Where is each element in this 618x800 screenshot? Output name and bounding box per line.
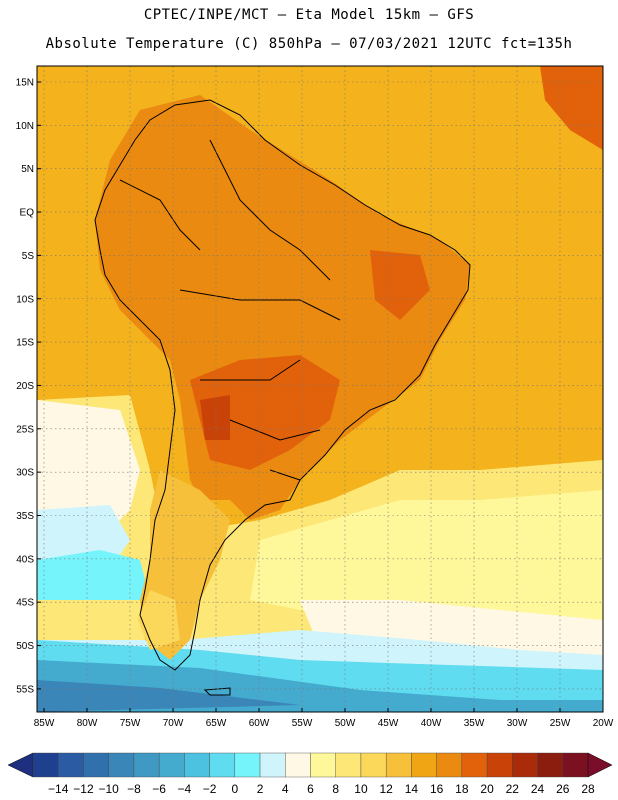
lat-label: 35S	[16, 511, 34, 522]
colorbar-swatch	[209, 752, 236, 778]
colorbar-swatch	[411, 752, 437, 778]
colorbar-label: −2	[203, 782, 217, 796]
colorbar-label: −4	[178, 782, 192, 796]
colorbar-swatch	[335, 752, 362, 778]
colorbar-swatch	[58, 752, 84, 778]
colorbar-label: −14	[48, 782, 69, 796]
lon-label: 75W	[120, 718, 141, 729]
lat-label: 5N	[21, 164, 34, 175]
lon-label: 35W	[464, 718, 485, 729]
lat-label: 20S	[16, 381, 34, 392]
chart-title-line1: CPTEC/INPE/MCT – Eta Model 15km – GFS	[143, 7, 475, 23]
colorbar-label: 10	[354, 782, 368, 796]
colorbar-label: 20	[480, 782, 494, 796]
colorbar-label: 22	[506, 782, 520, 796]
colorbar-swatch	[259, 752, 286, 778]
colorbar-swatch	[461, 752, 488, 778]
lon-label: 25W	[550, 718, 571, 729]
colorbar-label: 16	[430, 782, 444, 796]
colorbar-swatch	[133, 752, 160, 778]
lat-label: 5S	[22, 251, 35, 262]
lon-label: 30W	[507, 718, 528, 729]
map-frame	[36, 65, 604, 713]
colorbar-label: 28	[581, 782, 595, 796]
colorbar-swatch	[486, 752, 513, 778]
colorbar-label: 18	[455, 782, 469, 796]
colorbar-swatch	[512, 752, 538, 778]
lon-label: 60W	[249, 718, 270, 729]
lon-label: 20W	[593, 718, 614, 729]
lat-label: 10S	[16, 294, 34, 305]
colorbar-swatch	[436, 752, 463, 778]
lat-label: 25S	[16, 424, 34, 435]
colorbar-swatch	[562, 752, 589, 778]
lon-label: 70W	[163, 718, 184, 729]
colorbar-label: 24	[531, 782, 545, 796]
coastline	[94, 99, 471, 696]
lon-label: 55W	[292, 718, 313, 729]
longitude-axis: 85W 80W 75W 70W 65W 60W 55W 50W 45W 40W 35W 30W 25W 2…	[34, 708, 614, 729]
colorbar-label: −8	[127, 782, 141, 796]
colorbar-swatch	[537, 752, 563, 778]
lat-label: 50S	[16, 641, 34, 652]
chart-title-line2: Absolute Temperature (C) 850hPa – 07/03/…	[45, 36, 573, 52]
colorbar-swatch	[108, 752, 135, 778]
lat-label: 45S	[16, 598, 34, 609]
colorbar: −14 −12 −10 −8 −6 −4 −2 0 2 4 6 8 10 12 14 16 18 20 22 24 26…	[7, 752, 613, 796]
colorbar-high-arrow	[587, 752, 613, 778]
lon-label: 80W	[77, 718, 98, 729]
lon-label: 45W	[378, 718, 399, 729]
lon-label: 50W	[335, 718, 356, 729]
colorbar-swatch	[285, 752, 311, 778]
lat-label: 30S	[16, 468, 34, 479]
lat-label: 15S	[16, 338, 34, 349]
colorbar-label: 4	[282, 782, 289, 796]
colorbar-label: 12	[380, 782, 394, 796]
lon-label: 65W	[206, 718, 227, 729]
lat-label: 15N	[16, 78, 34, 89]
colorbar-label: 2	[257, 782, 264, 796]
lat-label: 40S	[16, 554, 34, 565]
colorbar-swatch	[83, 752, 109, 778]
lon-label: 85W	[34, 718, 55, 729]
lat-label: 10N	[16, 121, 34, 132]
colorbar-swatch	[32, 752, 59, 778]
colorbar-swatch	[184, 752, 210, 778]
colorbar-label: −12	[73, 782, 94, 796]
lat-label: EQ	[20, 208, 35, 219]
latitude-axis: 15N 10N 5N EQ 5S 10S 15S 20S 25S 30S 35S 40S 45S 50S 5…	[16, 78, 41, 695]
colorbar-swatch	[310, 752, 336, 778]
colorbar-label: 14	[405, 782, 419, 796]
temperature-field	[37, 66, 603, 712]
colorbar-label: −10	[99, 782, 120, 796]
colorbar-swatch	[234, 752, 261, 778]
colorbar-low-arrow	[7, 752, 34, 778]
lon-label: 40W	[421, 718, 442, 729]
colorbar-label: −6	[152, 782, 166, 796]
colorbar-swatch	[360, 752, 387, 778]
colorbar-swatch	[158, 752, 185, 778]
colorbar-label: 6	[307, 782, 314, 796]
colorbar-label: 26	[556, 782, 570, 796]
colorbar-label: 8	[332, 782, 339, 796]
colorbar-swatch	[385, 752, 412, 778]
colorbar-label: 0	[231, 782, 238, 796]
lat-label: 55S	[16, 684, 34, 695]
